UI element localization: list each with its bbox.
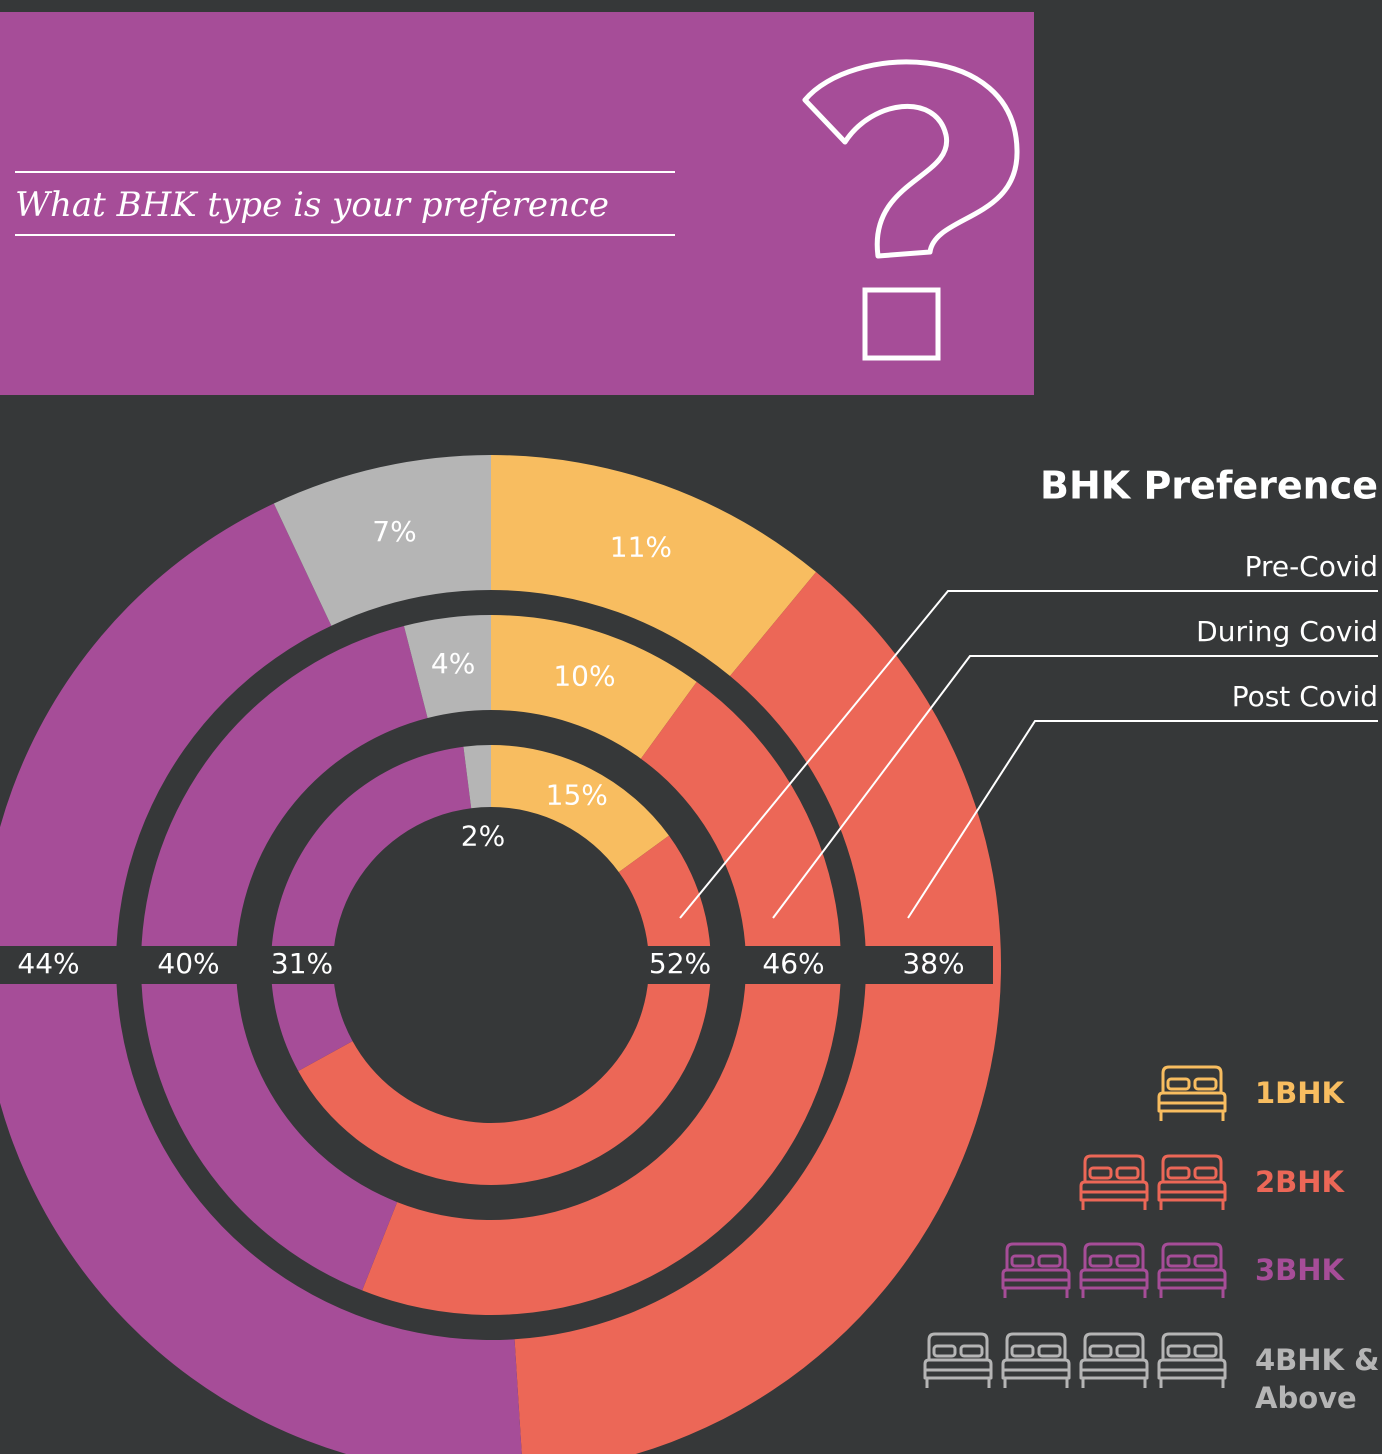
donut-segment <box>298 835 711 1185</box>
leader-line <box>772 655 1378 919</box>
bed-icon <box>1001 1332 1071 1388</box>
bed-headboard <box>1161 1242 1223 1270</box>
chart-title: BHK Preference <box>1040 464 1378 508</box>
bed-icon <box>923 1332 993 1388</box>
bed-base <box>1079 1358 1149 1388</box>
bed-base <box>1079 1268 1149 1298</box>
header-box <box>0 12 1034 395</box>
bed-headboard <box>1005 1332 1067 1360</box>
bed-base <box>1157 1180 1227 1210</box>
donut-segment <box>491 615 697 759</box>
leader-line <box>679 590 1378 919</box>
bed-headboard <box>1083 1332 1145 1360</box>
bed-pillow <box>1166 1344 1191 1358</box>
legend-label: 2BHK <box>1255 1165 1345 1199</box>
bed-headboard <box>1161 1065 1223 1093</box>
bed-pillow <box>1010 1254 1035 1268</box>
donut-segment <box>491 455 817 677</box>
donut-segment <box>403 615 491 719</box>
data-label: 15% <box>546 779 608 812</box>
data-label: 4% <box>431 647 475 680</box>
bed-icon <box>1157 1242 1227 1298</box>
data-label: 40% <box>157 947 219 980</box>
bed-base <box>1157 1268 1227 1298</box>
bed-pillow <box>1193 1254 1218 1268</box>
bed-base <box>1079 1180 1149 1210</box>
bed-pillow <box>1115 1254 1140 1268</box>
donut-segment <box>362 681 841 1315</box>
bed-pillow <box>932 1344 957 1358</box>
bed-headboard <box>1161 1154 1223 1182</box>
donut-segment <box>491 745 669 873</box>
bed-pillow <box>1037 1344 1062 1358</box>
donut-segment <box>273 455 491 626</box>
bed-icon <box>1157 1154 1227 1210</box>
bed-base <box>923 1358 993 1388</box>
bed-pillow <box>1193 1166 1218 1180</box>
data-label: 11% <box>610 531 672 564</box>
data-label: 10% <box>553 659 615 692</box>
bed-base <box>1001 1358 1071 1388</box>
data-label: 31% <box>271 947 333 980</box>
bed-icon <box>1157 1332 1227 1388</box>
question-mark-icon <box>802 59 1020 259</box>
bed-pillow <box>959 1344 984 1358</box>
bed-pillow <box>1193 1344 1218 1358</box>
bed-pillow <box>1166 1166 1191 1180</box>
series-label: Pre-Covid <box>1245 550 1378 583</box>
question-text: What BHK type is your preference <box>15 185 609 225</box>
donut-segment <box>141 625 428 1291</box>
bed-pillow <box>1166 1254 1191 1268</box>
bed-icon <box>1157 1065 1227 1121</box>
bed-pillow <box>1115 1344 1140 1358</box>
bed-pillow <box>1088 1254 1113 1268</box>
legend-label: 4BHK & Above <box>1255 1343 1380 1415</box>
data-label: 2% <box>461 819 505 852</box>
bed-base <box>1157 1091 1227 1121</box>
legend-label: 1BHK <box>1255 1076 1345 1110</box>
bed-base <box>1001 1268 1071 1298</box>
series-label: During Covid <box>1196 615 1378 648</box>
bed-icon <box>1079 1332 1149 1388</box>
bed-pillow <box>1193 1077 1218 1091</box>
bed-headboard <box>927 1332 989 1360</box>
bed-pillow <box>1037 1254 1062 1268</box>
bed-icon <box>1079 1154 1149 1210</box>
question-mark-dot <box>862 287 941 361</box>
bed-headboard <box>1161 1332 1223 1360</box>
donut-segment <box>463 745 491 809</box>
bed-pillow <box>1088 1166 1113 1180</box>
label-strip <box>0 946 993 984</box>
donut-segment <box>270 746 472 1071</box>
bed-pillow <box>1166 1077 1191 1091</box>
series-label: Post Covid <box>1232 680 1378 713</box>
bed-icon <box>1079 1242 1149 1298</box>
bed-headboard <box>1083 1242 1145 1270</box>
bed-headboard <box>1083 1154 1145 1182</box>
leader-line <box>907 720 1378 919</box>
data-label: 46% <box>762 947 824 980</box>
donut-segment <box>0 503 522 1454</box>
bed-pillow <box>1010 1344 1035 1358</box>
data-label: 7% <box>372 515 416 548</box>
data-label: 38% <box>902 947 964 980</box>
bed-pillow <box>1115 1166 1140 1180</box>
bed-icon <box>1001 1242 1071 1298</box>
data-label: 52% <box>649 947 711 980</box>
bed-headboard <box>1005 1242 1067 1270</box>
bed-base <box>1157 1358 1227 1388</box>
bed-pillow <box>1088 1344 1113 1358</box>
donut-segment <box>514 572 1001 1454</box>
data-label: 44% <box>17 947 79 980</box>
legend-label: 3BHK <box>1255 1253 1345 1287</box>
